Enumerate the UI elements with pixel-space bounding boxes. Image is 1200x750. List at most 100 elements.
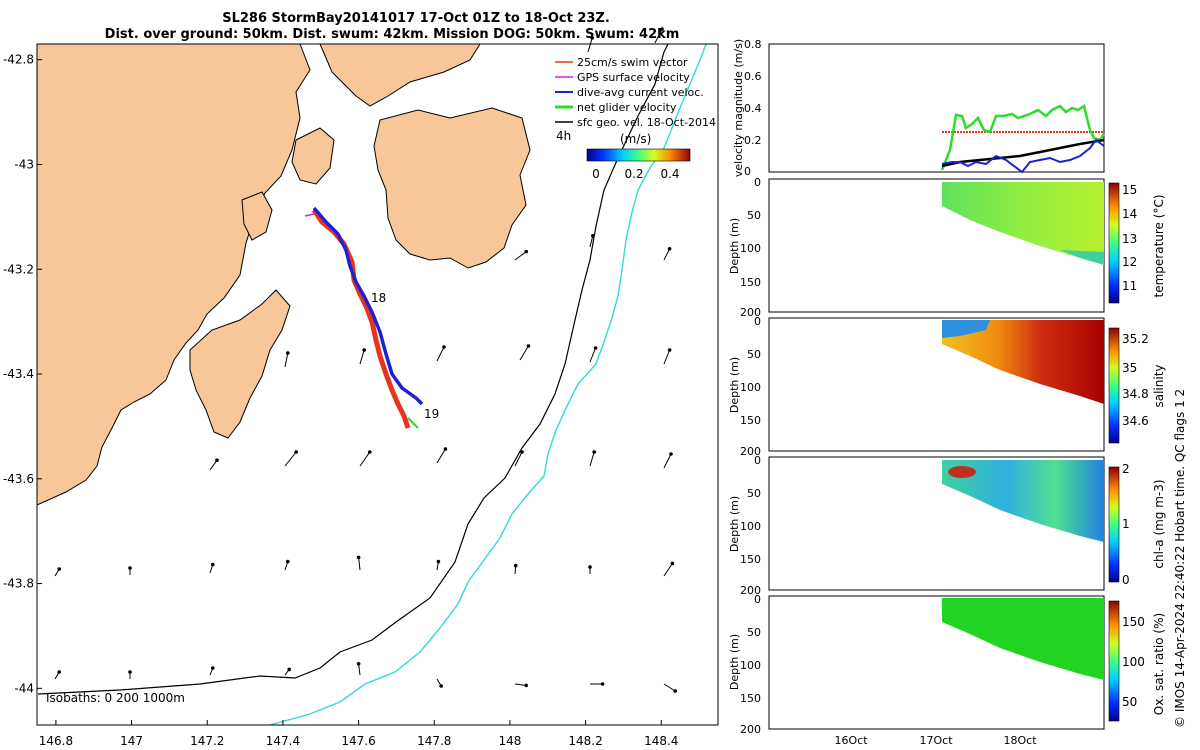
velocity-arrow-head	[286, 351, 290, 355]
speed-tick-1: 0.2	[624, 167, 643, 181]
land-island-east	[241, 191, 273, 241]
chla-cb-0: 0	[1122, 573, 1130, 587]
oxygen-panel: 150 100 50 Ox. sat. ratio (%) Depth (m) …	[728, 593, 1166, 747]
velocity-arrow-head	[588, 565, 592, 569]
chla-panel: 2 1 0 chl-a (mg m-3) Depth (m) 0 50 100 …	[728, 454, 1166, 597]
legend-dive-label: dive-avg current veloc.	[577, 86, 704, 99]
salinity-cb-35-2: 35.2	[1122, 332, 1149, 346]
map-xtick-label: 147.6	[341, 734, 375, 748]
velocity-net-line	[940, 103, 1106, 171]
salinity-ytick-200: 200	[740, 445, 761, 458]
velocity-ylabel: velocity magnitude (m/s)	[732, 39, 745, 177]
velocity-arrow	[358, 663, 361, 676]
velocity-arrow-head	[215, 458, 219, 463]
dive-avg-trace	[312, 206, 424, 406]
velocity-arrow-head	[439, 684, 444, 688]
velocity-arrow	[284, 352, 289, 368]
map-axis-ticks: 146.8 147 147.2 147.4 147.6 147.8 148 148.2 148.…	[3, 53, 678, 748]
legend: 25cm/s swim vector GPS surface velocity …	[555, 56, 716, 129]
legend-net-label: net glider velocity	[577, 101, 677, 114]
map-xtick-label: 147.8	[417, 734, 451, 748]
velocity-tick-0: 0	[744, 165, 751, 178]
salinity-colorbar	[1108, 327, 1120, 444]
velocity-arrow-head	[526, 344, 531, 348]
land-layer	[36, 43, 531, 506]
velocity-arrow-head	[590, 36, 594, 40]
velocity-arrow-head	[524, 249, 528, 254]
oxygen-ytick-50: 50	[747, 626, 761, 639]
velocity-arrow	[359, 349, 365, 365]
velocity-arrow-head	[356, 662, 361, 666]
legend-geo-label: sfc geo. vel. 18-Oct-2014	[577, 116, 716, 129]
velocity-arrow	[663, 248, 671, 261]
temperature-cb-14: 14	[1122, 207, 1137, 221]
temperature-ytick-150: 150	[740, 276, 761, 289]
oxygen-ytick-150: 150	[740, 692, 761, 705]
speed-colorbar	[586, 148, 691, 162]
salinity-yticks: 0 50 100 150 200	[740, 315, 761, 458]
oxygen-ytick-200: 200	[740, 723, 761, 736]
map-ytick-label: -42.8	[3, 53, 34, 67]
velocity-tick-2: 0.4	[744, 102, 762, 115]
velocity-arrow-head	[57, 567, 61, 571]
velocity-arrow-head	[600, 682, 605, 686]
day-label-18: 18	[371, 291, 386, 305]
map-xtick-label: 146.8	[39, 734, 73, 748]
velocity-arrow-head	[128, 566, 132, 570]
velocity-arrow	[587, 37, 593, 53]
velocity-arrow-head	[356, 555, 361, 560]
velocity-arrow-head	[442, 345, 446, 349]
legend-item-dive: dive-avg current veloc.	[555, 86, 704, 99]
net-glider-trace	[407, 417, 419, 429]
map-frame	[36, 43, 719, 726]
chla-yticks: 0 50 100 150 200	[740, 454, 761, 597]
map-panel: 18 19 25cm/s swim vector GPS surface vel…	[3, 27, 719, 748]
temperature-blue-patch	[1060, 250, 1104, 265]
oxygen-yticks: 0 50 100 150 200	[740, 593, 761, 736]
velocity-arrow-head	[524, 683, 528, 688]
land-west	[36, 43, 311, 506]
velocity-arrow	[589, 347, 597, 363]
velocity-arrow	[663, 563, 673, 577]
land-north-peninsula	[319, 43, 481, 107]
temperature-cb-11: 11	[1122, 279, 1137, 293]
map-xtick-label: 148.4	[644, 734, 678, 748]
velocity-arrow-head	[669, 452, 673, 456]
speed-units: (m/s)	[620, 132, 651, 146]
figure-title-line1: SL286 StormBay20141017 17-Oct 01Z to 18-…	[222, 11, 610, 26]
isobaths-label: Isobaths: 0 200 1000m	[46, 691, 185, 705]
temperature-ytick-200: 200	[740, 306, 761, 319]
salinity-cblabel: salinity	[1152, 364, 1166, 407]
map-ytick-label: -43.6	[3, 472, 34, 486]
oxygen-cb-100: 100	[1122, 655, 1145, 669]
isobath-200m	[37, 43, 669, 695]
temperature-ylabel: Depth (m)	[728, 218, 741, 274]
velocity-arrow-head	[128, 670, 132, 674]
temperature-yticks: 0 50 100 150 200	[740, 176, 761, 319]
salinity-panel: 35.2 35 34.8 34.6 salinity Depth (m) 0 5…	[728, 315, 1166, 458]
time-tick-18oct: 18Oct	[1003, 734, 1037, 747]
salinity-cb-34-8: 34.8	[1122, 387, 1149, 401]
salinity-cb-35: 35	[1122, 361, 1137, 375]
legend-gps-label: GPS surface velocity	[577, 71, 690, 84]
temperature-ytick-50: 50	[747, 209, 761, 222]
velocity-arrow	[663, 349, 671, 365]
legend-item-swim: 25cm/s swim vector	[555, 56, 688, 69]
temperature-cb-13: 13	[1122, 232, 1137, 246]
velocity-arrow	[663, 453, 672, 469]
chla-cb-2: 2	[1122, 462, 1130, 476]
velocity-arrow-head	[211, 666, 215, 670]
legend-item-gps: GPS surface velocity	[555, 71, 690, 84]
land-tasman-peninsula	[373, 107, 531, 269]
velocity-arrow	[514, 451, 523, 467]
oxygen-cblabel: Ox. sat. ratio (%)	[1152, 613, 1166, 715]
time-tick-16oct: 16Oct	[834, 734, 868, 747]
velocity-arrow-head	[591, 234, 595, 238]
temperature-cblabel: temperature (°C)	[1152, 195, 1166, 298]
velocity-arrow-head	[443, 447, 448, 451]
velocity-arrow-head	[520, 450, 524, 454]
salinity-ytick-100: 100	[740, 381, 761, 394]
oxygen-ylabel: Depth (m)	[728, 634, 741, 690]
velocity-arrow	[359, 451, 371, 467]
